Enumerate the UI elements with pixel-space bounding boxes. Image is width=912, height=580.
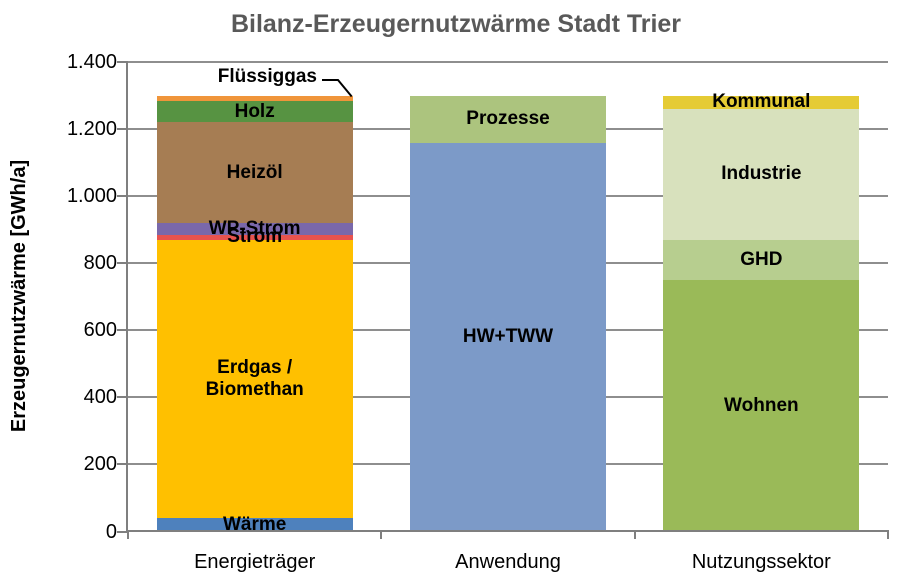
y-tick-label-1000: 1.000 (66, 185, 117, 208)
gridline-1400 (128, 61, 888, 63)
segment-wohnen (663, 279, 860, 532)
x-tick-mark-1 (380, 531, 383, 539)
segment-kommunal (663, 95, 860, 109)
category-label-energietraeger: Energieträger (194, 551, 316, 573)
y-tick-mark-0 (117, 530, 128, 533)
y-tick-mark-600 (117, 329, 128, 332)
y-tick-label-200: 200 (83, 453, 117, 476)
y-axis-line (126, 62, 128, 532)
segment-fluessiggas (156, 95, 353, 102)
segment-hw-tww (410, 142, 606, 532)
bar-energietraeger: Wärme Erdgas / Biomethan Strom WP-Strom Heizö… (156, 62, 353, 535)
y-tick-label-600: 600 (83, 319, 117, 342)
y-tick-mark-200 (117, 463, 128, 466)
x-tick-mark-0 (127, 531, 129, 539)
y-tick-label-1400: 1.400 (66, 51, 117, 73)
segment-wp-strom (156, 222, 353, 235)
y-tick-label-1200: 1.200 (66, 118, 117, 141)
category-label-anwendung: Anwendung (455, 551, 561, 573)
segment-erdgas-biomethan (156, 239, 353, 519)
y-tick-label-0: 0 (105, 520, 117, 543)
y-tick-mark-800 (117, 262, 128, 265)
bar-nutzungssektor: Wohnen GHD Industrie Kommunal (663, 62, 860, 532)
y-tick-mark-1200 (117, 128, 128, 131)
segment-industrie (663, 108, 860, 240)
segment-strom (156, 234, 353, 240)
segment-ghd (663, 239, 860, 280)
chart-title: Bilanz-Erzeugernutzwärme Stadt Trier (230, 10, 682, 38)
y-tick-label-800: 800 (83, 252, 117, 275)
segment-prozesse (410, 95, 606, 143)
y-tick-mark-1400 (117, 61, 128, 63)
x-tick-mark-2 (633, 531, 636, 539)
y-tick-mark-1000 (117, 195, 128, 198)
segment-waerme (156, 518, 353, 532)
segment-heizoel (156, 122, 353, 223)
category-label-nutzungssektor: Nutzungssektor (691, 551, 831, 573)
y-tick-mark-400 (117, 396, 128, 399)
x-tick-mark-3 (887, 531, 889, 539)
segment-label-fluessiggas: Flüssiggas (217, 66, 317, 87)
bar-anwendung: HW+TWW Prozesse (410, 62, 606, 532)
y-tick-label-400: 400 (83, 386, 117, 409)
x-axis-line (126, 530, 889, 532)
segment-holz (156, 101, 353, 123)
